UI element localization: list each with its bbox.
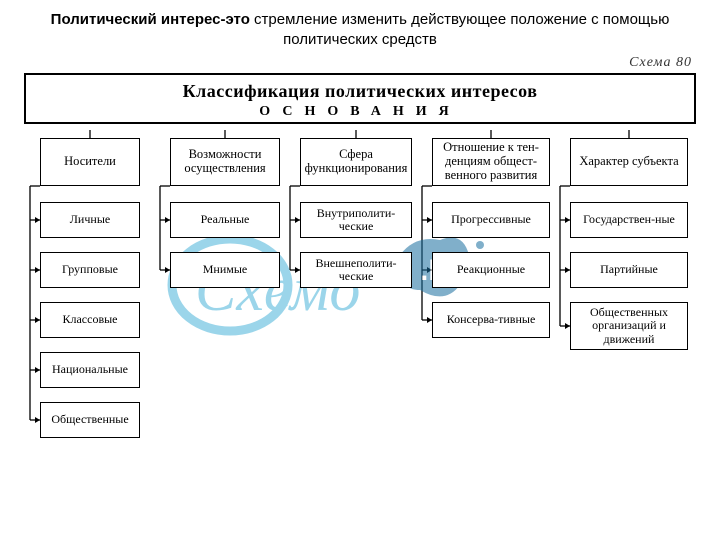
cell-4-2: Общественных организаций и движений [570,302,688,350]
heading-bold: Политический интерес-это [51,11,250,28]
scheme-number: Схема 80 [0,55,720,71]
cell-2-0: Внутриполити-ческие [300,202,412,238]
title-sub: ОСНОВАНИЯ [34,104,686,120]
cell-3-1: Реакционные [432,252,550,288]
title-main: Классификация политических интересов [34,81,686,102]
cell-4-1: Партийные [570,252,688,288]
col-header-0: Носители [40,138,140,186]
title-bar: Классификация политических интересов ОСН… [24,73,696,124]
heading-rest: стремление изменить действующее положени… [250,11,669,48]
cell-2-1: Внешнеполити-ческие [300,252,412,288]
cell-0-2: Классовые [40,302,140,338]
cell-0-4: Общественные [40,402,140,438]
col-header-3: Отношение к тен-денциям общест-венного р… [432,138,550,186]
cell-4-0: Государствен-ные [570,202,688,238]
col-header-1: Возможности осуществления [170,138,280,186]
page-heading: Политический интерес-это стремление изме… [0,0,720,55]
cell-0-1: Групповые [40,252,140,288]
col-header-2: Сфера функционирования [300,138,412,186]
cell-1-0: Реальные [170,202,280,238]
cell-1-1: Мнимые [170,252,280,288]
col-header-4: Характер субъекта [570,138,688,186]
cell-0-0: Личные [40,202,140,238]
diagram-area: Носители Личные Групповые Классовые Национал… [0,130,720,540]
cell-3-0: Прогрессивные [432,202,550,238]
cell-0-3: Национальные [40,352,140,388]
cell-3-2: Консерва-тивные [432,302,550,338]
